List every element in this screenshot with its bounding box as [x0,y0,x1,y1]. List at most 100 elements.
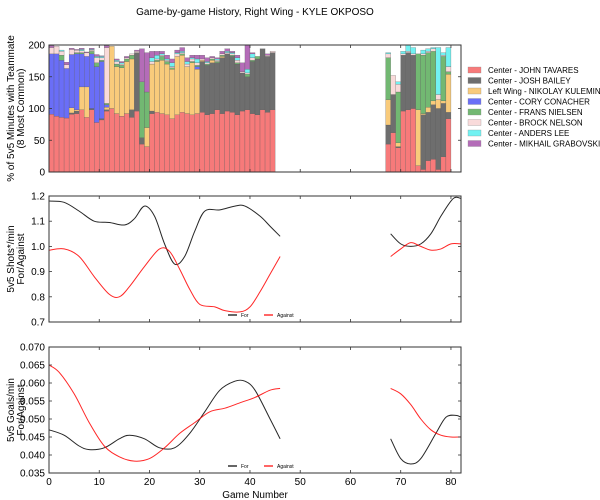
bar-segment [114,113,120,173]
bar-segment [395,81,401,85]
legend-label: Center - JOSH BAILEY [488,77,571,86]
bar-segment [249,113,256,173]
bar-segment [154,61,160,113]
bar-segment [159,53,165,56]
bar-segment [209,57,215,60]
bar-segment [224,53,231,112]
bar-segment [159,51,165,55]
bar-segment [63,62,70,65]
bar-segment [53,46,60,55]
bar-segment [385,99,391,126]
y-axis-label: For/Against [16,384,27,435]
figure-title: Game-by-game History, Right Wing - KYLE … [136,7,374,18]
bar-segment [254,114,261,173]
legend-label: Center - CORY CONACHER [488,98,590,107]
bar-segment [400,110,406,173]
bar-segment [224,48,231,52]
y-tick-label: 0.060 [20,379,45,390]
bar-segment [89,51,95,55]
bar-segment [430,159,437,173]
bar-segment [249,52,256,55]
bar-segment [109,108,115,173]
bar-segment [199,58,205,61]
bar-segment [84,52,90,57]
bar-segment [48,47,55,55]
bar-segment [129,117,135,173]
bar-segment [139,143,145,173]
bar-segment [104,47,110,104]
bar-segment [94,54,100,57]
bar-segment [425,52,431,108]
bar-segment [219,55,225,57]
plot-frame [48,346,462,474]
teammate-legend: Center - JOHN TAVARES Center - JOSH BAILE… [467,66,600,149]
bar-segment [204,65,210,115]
bar-segment [154,51,160,56]
bar-segment [430,48,437,52]
bar-segment [159,55,165,57]
bar-segment [149,57,155,62]
bar-segment [154,60,160,62]
bar-segment [425,107,431,113]
bar-segment [68,114,75,173]
bar-segment [184,113,190,173]
legend-label: Center - JOHN TAVARES [488,66,579,75]
bar-segment [149,63,155,112]
bar-segment [94,57,100,63]
bar-segment [405,44,411,52]
teammate-bar-chart: 0 50 100 150 200 % of 5v5 Minutes with Teamma… [6,35,462,182]
bar-segment [104,45,110,48]
bar-segment [58,49,65,52]
bar-segment [79,109,85,173]
bar-segment [99,61,105,119]
bar-segment [169,118,175,173]
bar-segment [99,60,105,62]
bar-segment [385,53,391,58]
bar-segment [445,71,452,75]
plot-frame [48,195,462,323]
bar-segment [199,61,205,113]
bar-segment [179,51,185,53]
bar-segment [445,118,452,173]
bar-segment [385,52,391,55]
bar-segment [445,74,452,113]
bar-segment [89,109,95,173]
bar-segment [159,113,165,173]
bar-segment [405,109,411,173]
bar-segment [184,57,190,62]
bar-segment [149,110,155,114]
bar-segment [395,142,401,147]
bar-segment [209,56,215,58]
bar-segment [234,60,241,63]
bar-segment [239,72,246,112]
bar-segment [89,49,95,52]
bar-segment [224,52,231,55]
y-tick-label: 1.0 [31,242,45,253]
bar-segment [124,56,130,58]
bar-segment [99,56,105,58]
x-tick-label: 30 [194,477,206,488]
bar-segment [234,62,241,65]
bar-segment [249,53,256,58]
bar-segment [53,53,60,117]
bar-segment [48,45,55,48]
bar-segment [395,84,401,93]
bar-segment [430,47,437,49]
bar-segment [259,48,266,110]
bar-segment [144,127,150,147]
bar-segment [410,108,416,173]
bar-segment [440,156,447,173]
bar-segment [204,62,210,65]
series-line-against [48,247,281,313]
y-tick-label: 1.2 [31,192,45,203]
bar-segment [194,65,200,67]
bar-segment [420,113,426,115]
y-tick-label: 150 [28,72,45,83]
bar-segment [194,113,200,173]
bar-segment [269,109,276,173]
bar-segment [199,60,205,62]
legend-label: For [241,313,249,319]
bar-segment [400,53,406,56]
bar-segment [114,63,120,67]
bar-segment [264,112,271,173]
